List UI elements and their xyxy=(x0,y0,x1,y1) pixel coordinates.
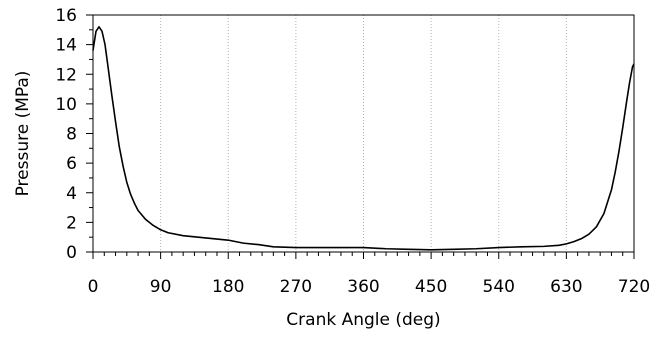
y-tick-label-16: 16 xyxy=(55,6,77,26)
y-tick-label-14: 14 xyxy=(55,36,77,56)
tick-labels: 0 90 180 270 360 450 540 630 720 0 2 4 6 8 10 12 14 16 xyxy=(55,6,650,297)
y-axis-title: Pressure (MPa) xyxy=(13,71,33,197)
y-tick-label-12: 12 xyxy=(55,65,77,85)
x-tick-label-0: 0 xyxy=(88,277,99,297)
y-tick-label-0: 0 xyxy=(66,243,77,263)
series-line-0 xyxy=(92,26,635,251)
x-tick-label-270: 270 xyxy=(280,277,312,297)
x-tick-label-540: 540 xyxy=(483,277,515,297)
x-tick-label-90: 90 xyxy=(150,277,172,297)
x-tick-label-360: 360 xyxy=(347,277,379,297)
y-tick-label-10: 10 xyxy=(55,95,77,115)
x-axis-title: Crank Angle (deg) xyxy=(286,310,440,330)
y-tick-label-6: 6 xyxy=(66,154,77,174)
x-tick-label-450: 450 xyxy=(415,277,447,297)
x-tick-label-720: 720 xyxy=(618,277,650,297)
axis-ticks xyxy=(86,14,635,259)
series-layer xyxy=(92,26,635,251)
grid-lines xyxy=(160,15,567,252)
y-tick-label-2: 2 xyxy=(66,213,77,233)
x-tick-label-630: 630 xyxy=(550,277,582,297)
y-tick-label-4: 4 xyxy=(66,184,77,204)
y-tick-label-8: 8 xyxy=(66,125,77,145)
x-tick-label-180: 180 xyxy=(212,277,244,297)
